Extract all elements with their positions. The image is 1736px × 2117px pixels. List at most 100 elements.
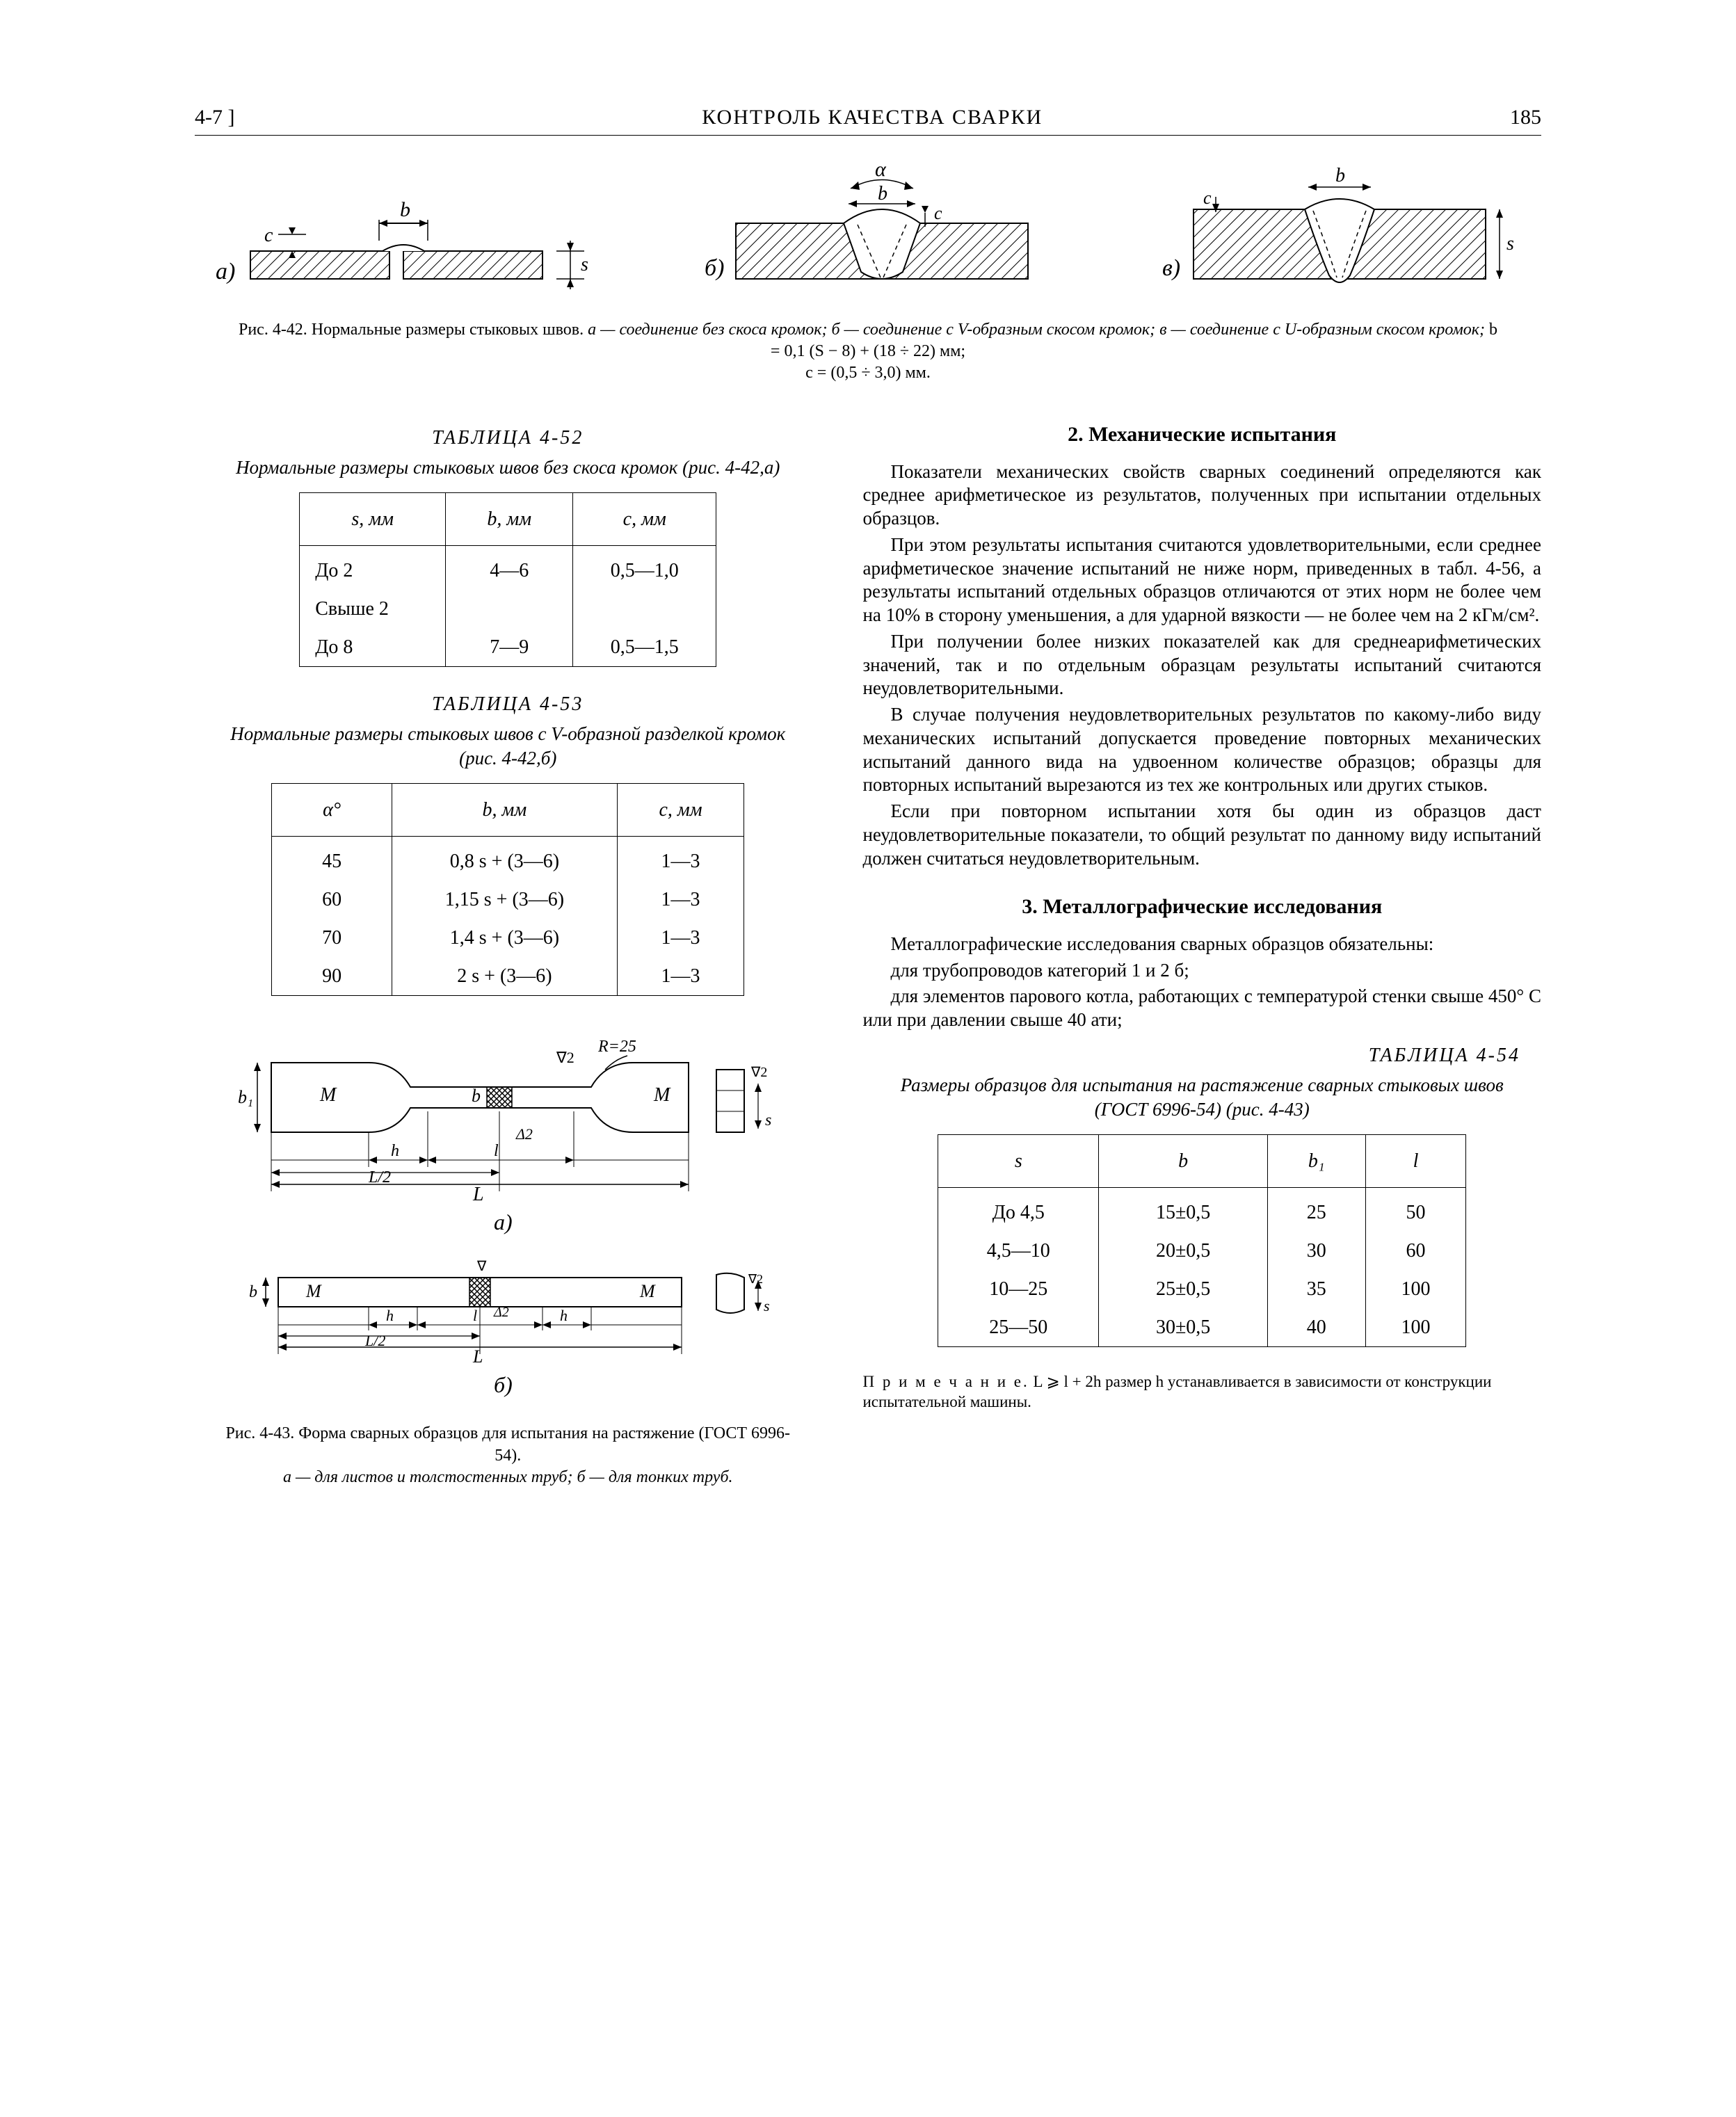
para-8: для элементов парового котла, работающих… <box>862 985 1541 1032</box>
r25-label: R=25 <box>597 1038 636 1056</box>
dim-b-label-2: b <box>878 183 887 204</box>
t53-h0: α° <box>272 784 392 837</box>
t53-r1c1: 1,15 s + (3—6) <box>392 880 618 919</box>
fig42-panel-v: b c s в) <box>1152 161 1541 307</box>
dim-b-fig43b: b <box>249 1283 257 1301</box>
t54-h1: b <box>1099 1135 1268 1188</box>
fig42-panel-b: α b c б) <box>694 161 1084 307</box>
dim-c-label-3: c <box>1203 188 1212 208</box>
dim-s-label: s <box>581 254 588 275</box>
dim-L2-b: L/2 <box>364 1332 385 1349</box>
dim-b-label: b <box>400 198 410 221</box>
dim-M-left: М <box>319 1084 337 1106</box>
t54-r2c0: 10—25 <box>938 1270 1099 1308</box>
fig43-panel-b: ∇ b М М <box>230 1250 786 1410</box>
dim-c-label: c <box>264 225 273 246</box>
note-label: П р и м е ч а н и е. <box>862 1373 1029 1390</box>
t52-r0c1: 4—6 <box>446 546 573 590</box>
table53-caption: Нормальные размеры стыковых швов с V-обр… <box>223 722 793 771</box>
dim-L2: L/2 <box>368 1168 391 1186</box>
table53-title: ТАБЛИЦА 4-53 <box>195 692 821 716</box>
t54-r1c1: 20±0,5 <box>1099 1232 1268 1270</box>
tri2-side: ∇2 <box>750 1065 767 1080</box>
t52-r0c0: До 2 <box>300 546 446 590</box>
t53-r3c2: 1—3 <box>617 957 744 996</box>
t52-h1: b, мм <box>446 493 573 546</box>
t54-h3: l <box>1365 1135 1466 1188</box>
panel-v-label: в) <box>1162 255 1180 281</box>
panel-a-label: а) <box>216 259 235 284</box>
dim-h: h <box>391 1142 399 1160</box>
dim-L: L <box>472 1184 484 1205</box>
fig42-caption-a: а — соединение без скоса кромок; <box>588 321 827 339</box>
table-4-54: s b b₁ l До 4,5 15±0,5 25 50 4,5—10 20±0… <box>938 1134 1466 1347</box>
table54-title: ТАБЛИЦА 4-54 <box>862 1043 1520 1068</box>
t52-h2: c, мм <box>573 493 716 546</box>
t53-r1c0: 60 <box>272 880 392 919</box>
dim-alpha-label: α <box>875 161 887 181</box>
header-page-no: 185 <box>1510 104 1541 131</box>
dim-h-b2: h <box>560 1307 568 1324</box>
fig43-panel-a: R=25 ∇2 b₁ М М b <box>230 1021 786 1243</box>
dim-h-b: h <box>386 1307 394 1324</box>
t53-r3c1: 2 s + (3—6) <box>392 957 618 996</box>
fig43-cap-2: а — для листов и толстостенных труб; <box>283 1468 573 1486</box>
dim-s-fig43a: s <box>765 1111 771 1129</box>
table52-title: ТАБЛИЦА 4-52 <box>195 426 821 450</box>
dim-M-b-r: М <box>639 1281 656 1301</box>
panel-b-label: б) <box>705 255 724 281</box>
para-6: Металлографические исследования сварных … <box>862 933 1541 956</box>
body-columns: ТАБЛИЦА 4-52 Нормальные размеры стыковых… <box>195 414 1541 1488</box>
left-column: ТАБЛИЦА 4-52 Нормальные размеры стыковых… <box>195 414 821 1488</box>
figure-4-42: b c s а) <box>195 161 1541 307</box>
t53-r2c2: 1—3 <box>617 919 744 957</box>
t54-r3c2: 40 <box>1267 1308 1365 1347</box>
section-2-heading: 2. Механические испытания <box>862 421 1541 448</box>
tri2-b: ∇ <box>476 1259 487 1274</box>
t52-r1c2 <box>573 590 716 628</box>
dim-M-right: М <box>653 1084 671 1106</box>
para-3: При получении более низких показателей к… <box>862 630 1541 700</box>
fig42-formula-c: c = (0,5 ÷ 3,0) мм. <box>805 364 931 382</box>
para-5: Если при повторном испытании хотя бы оди… <box>862 800 1541 870</box>
running-header: 4-7 ] КОНТРОЛЬ КАЧЕСТВА СВАРКИ 185 <box>195 104 1541 136</box>
dim-s-fig43b: s <box>764 1297 770 1314</box>
dim-l-b: l <box>473 1307 477 1324</box>
t53-r3c0: 90 <box>272 957 392 996</box>
fig42-caption-main: Рис. 4-42. Нормальные размеры стыковых ш… <box>239 321 584 339</box>
t54-r3c1: 30±0,5 <box>1099 1308 1268 1347</box>
fig42-caption-b: б — соединение с V-образным скосом кромо… <box>831 321 1155 339</box>
t52-r0c2: 0,5—1,0 <box>573 546 716 590</box>
para-1: Показатели механических свойств сварных … <box>862 460 1541 531</box>
fig43-b-label: б) <box>494 1372 513 1397</box>
t53-r1c2: 1—3 <box>617 880 744 919</box>
t53-r0c0: 45 <box>272 837 392 881</box>
fig42-caption-v: в — соединение с U-образным скосом кромо… <box>1159 321 1485 339</box>
t52-r1c1 <box>446 590 573 628</box>
t54-r1c3: 60 <box>1365 1232 1466 1270</box>
t53-h2: c, мм <box>617 784 744 837</box>
t52-r1c0: Свыше 2 <box>300 590 446 628</box>
dim-b1: b₁ <box>238 1087 253 1107</box>
fig43-a-label: а) <box>494 1209 513 1234</box>
tri2-a: ∇2 <box>556 1049 574 1066</box>
table54-footnote: П р и м е ч а н и е. L ⩾ l + 2h размер h… <box>862 1372 1541 1412</box>
fig42-caption: Рис. 4-42. Нормальные размеры стыковых ш… <box>236 319 1500 385</box>
right-column: 2. Механические испытания Показатели мех… <box>862 414 1541 1488</box>
dim-delta2: Δ2 <box>515 1125 533 1143</box>
table-4-53: α° b, мм c, мм 45 0,8 s + (3—6) 1—3 60 1… <box>271 783 744 996</box>
t54-r3c0: 25—50 <box>938 1308 1099 1347</box>
dim-b-label-3: b <box>1335 165 1345 186</box>
t52-r2c2: 0,5—1,5 <box>573 628 716 667</box>
header-center: КОНТРОЛЬ КАЧЕСТВА СВАРКИ <box>702 104 1043 131</box>
t54-r2c1: 25±0,5 <box>1099 1270 1268 1308</box>
table52-caption: Нормальные размеры стыковых швов без ско… <box>223 456 793 480</box>
page: 4-7 ] КОНТРОЛЬ КАЧЕСТВА СВАРКИ 185 b <box>0 0 1736 2117</box>
t54-h2: b₁ <box>1267 1135 1365 1188</box>
fig43-caption: Рис. 4-43. Форма сварных образцов для ис… <box>195 1423 821 1488</box>
fig43-cap-3: б — для тонких труб. <box>577 1468 732 1486</box>
t52-r2c0: До 8 <box>300 628 446 667</box>
table-4-52: s, мм b, мм c, мм До 2 4—6 0,5—1,0 Свыше… <box>299 492 716 667</box>
t54-r0c3: 50 <box>1365 1188 1466 1232</box>
fig42-panel-a: b c s а) <box>195 175 626 307</box>
